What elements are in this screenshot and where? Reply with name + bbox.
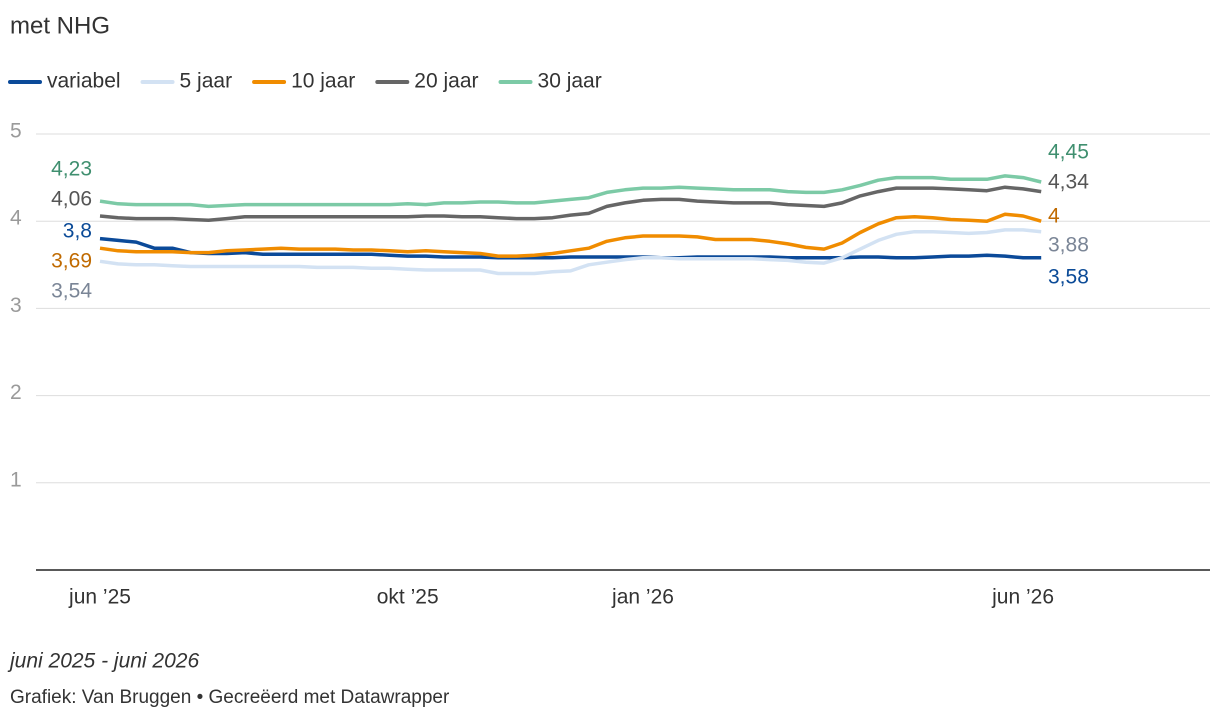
x-tick-label: jun ’25 <box>68 586 131 609</box>
series-line <box>99 185 1042 223</box>
x-tick-label: okt ’25 <box>377 586 439 609</box>
series-line <box>99 174 1042 209</box>
y-tick-label: 2 <box>10 381 22 404</box>
legend-label: 10 jaar <box>291 70 355 93</box>
y-tick-label: 5 <box>10 120 22 143</box>
data-label: 4,23 <box>51 158 92 181</box>
data-label: 4,45 <box>1048 141 1089 164</box>
series-line <box>99 236 1042 260</box>
source: Grafiek: Van Bruggen • Gecreëerd met Dat… <box>10 687 450 708</box>
y-tick-label: 1 <box>10 468 22 491</box>
data-label: 4,34 <box>1048 171 1089 194</box>
legend-label: variabel <box>47 70 121 93</box>
legend-label: 30 jaar <box>538 70 602 93</box>
y-tick-label: 3 <box>10 294 22 317</box>
data-label: 3,58 <box>1048 266 1089 289</box>
legend: variabel 5 jaar 10 jaar 20 jaar 30 jaar <box>8 70 602 93</box>
x-tick-label: jan ’26 <box>611 586 674 609</box>
data-label: 3,69 <box>51 250 92 273</box>
legend-label: 20 jaar <box>414 70 478 93</box>
data-label: 3,54 <box>51 280 92 303</box>
subtitle: juni 2025 - juni 2026 <box>7 650 199 673</box>
series-line <box>99 228 1042 276</box>
y-tick-label: 4 <box>10 207 22 230</box>
x-tick-label: jun ’26 <box>991 586 1054 609</box>
data-label: 4,06 <box>51 188 92 211</box>
data-label: 4 <box>1048 205 1060 228</box>
data-label: 3,88 <box>1048 234 1089 257</box>
legend-label: 5 jaar <box>180 70 233 93</box>
series-line <box>99 212 1042 258</box>
chart-title: met NHG <box>10 12 110 39</box>
data-label: 3,8 <box>63 220 92 243</box>
